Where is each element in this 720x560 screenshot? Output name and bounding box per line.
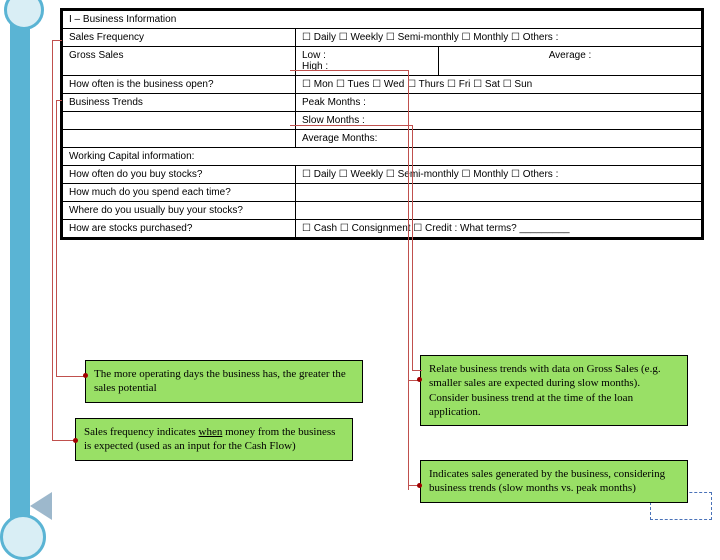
gross-sales-lowhigh[interactable]: Low :High : (296, 47, 439, 76)
row-label-where: Where do you usually buy your stocks? (63, 202, 296, 220)
row-value-business-open[interactable]: ☐ Mon ☐ Tues ☐ Wed ☐ Thurs ☐ Fri ☐ Sat ☐… (296, 76, 702, 94)
row-label-sales-frequency: Sales Frequency (63, 29, 296, 47)
leader-dot (417, 377, 422, 382)
note-operating-days: The more operating days the business has… (85, 360, 363, 403)
leader-dot (83, 373, 88, 378)
leader-dot (73, 438, 78, 443)
row-label-gross-sales: Gross Sales (63, 47, 296, 76)
row-value-sales-frequency[interactable]: ☐ Daily ☐ Weekly ☐ Semi-monthly ☐ Monthl… (296, 29, 702, 47)
trends-peak[interactable]: Peak Months : (296, 94, 702, 112)
back-arrow-icon[interactable] (30, 492, 52, 520)
leader-line (412, 125, 413, 370)
row-label-how-purchased: How are stocks purchased? (63, 220, 296, 238)
leader-dot (417, 483, 422, 488)
business-info-table: I – Business Information Sales Frequency… (60, 8, 704, 240)
leader-line (290, 125, 412, 126)
leader-line (52, 40, 62, 41)
side-stripe (10, 0, 30, 540)
row-value-where[interactable] (296, 202, 702, 220)
leader-line (56, 376, 86, 377)
row-empty-2 (63, 130, 296, 148)
row-value-how-purchased[interactable]: ☐ Cash ☐ Consignment ☐ Credit : What ter… (296, 220, 702, 238)
row-value-spend[interactable] (296, 184, 702, 202)
section-header: I – Business Information (63, 11, 702, 29)
note-sales-generated: Indicates sales generated by the busines… (420, 460, 688, 503)
gross-sales-average[interactable]: Average : (439, 47, 702, 76)
row-label-spend: How much do you spend each time? (63, 184, 296, 202)
wc-header: Working Capital information: (63, 148, 702, 166)
leader-line (412, 370, 422, 371)
note-business-trends: Relate business trends with data on Gros… (420, 355, 688, 426)
leader-line (56, 100, 57, 376)
leader-line (52, 40, 53, 440)
leader-line (56, 100, 62, 101)
row-label-business-open: How often is the business open? (63, 76, 296, 94)
decor-circle-bottom (0, 514, 46, 560)
note-sales-frequency: Sales frequency indicates when money fro… (75, 418, 353, 461)
trends-slow[interactable]: Slow Months : (296, 112, 702, 130)
row-value-buy-stocks[interactable]: ☐ Daily ☐ Weekly ☐ Semi-monthly ☐ Monthl… (296, 166, 702, 184)
row-label-buy-stocks: How often do you buy stocks? (63, 166, 296, 184)
trends-avg[interactable]: Average Months: (296, 130, 702, 148)
row-label-business-trends: Business Trends (63, 94, 296, 112)
leader-line (408, 70, 409, 490)
leader-line (290, 70, 408, 71)
row-empty-1 (63, 112, 296, 130)
